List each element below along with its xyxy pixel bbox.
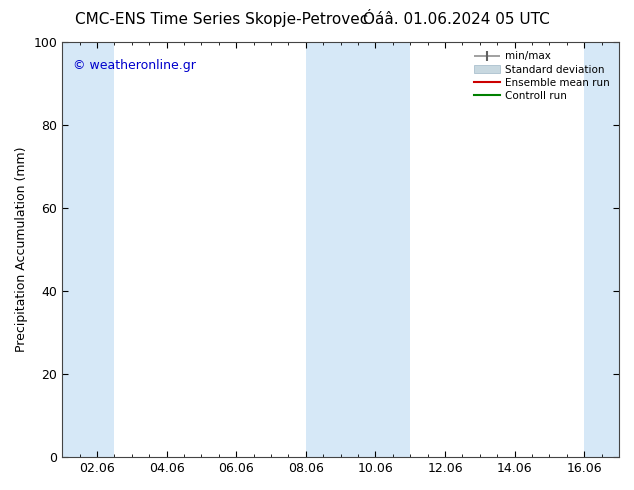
Legend: min/max, Standard deviation, Ensemble mean run, Controll run: min/max, Standard deviation, Ensemble me… [469, 47, 614, 105]
Text: Óáâ. 01.06.2024 05 UTC: Óáâ. 01.06.2024 05 UTC [363, 12, 550, 27]
Bar [306, 42, 410, 457]
Text: CMC-ENS Time Series Skopje-Petrovec: CMC-ENS Time Series Skopje-Petrovec [75, 12, 368, 27]
Text: © weatheronline.gr: © weatheronline.gr [74, 59, 197, 72]
Bar [62, 42, 115, 457]
Bar [584, 42, 619, 457]
Y-axis label: Precipitation Accumulation (mm): Precipitation Accumulation (mm) [15, 147, 28, 352]
